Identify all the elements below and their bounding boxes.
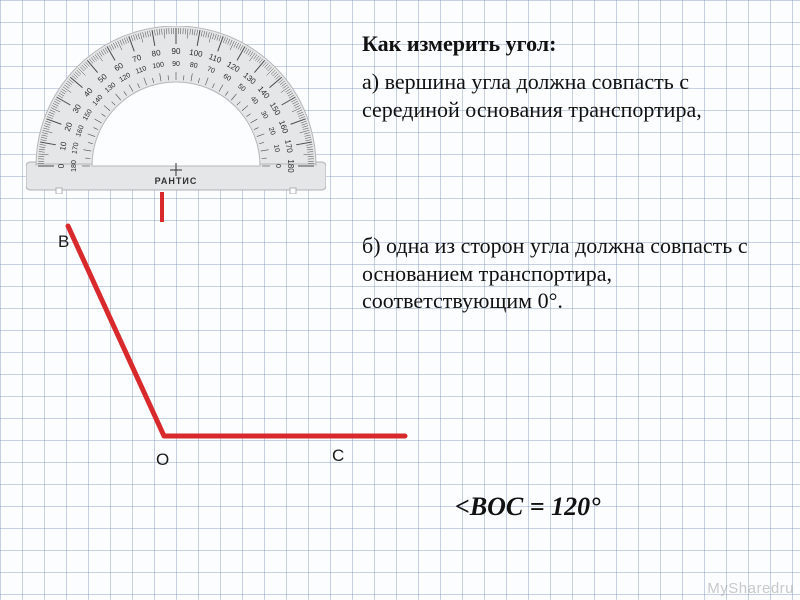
watermark: MySharedru — [707, 580, 794, 597]
svg-text:РАНТИС: РАНТИС — [155, 176, 198, 186]
protractor-alignment-tick — [160, 192, 164, 222]
instruction-step-a: а) вершина угла должна совпасть с середи… — [362, 68, 782, 123]
svg-text:80: 80 — [189, 62, 198, 70]
point-label-c: C — [332, 446, 344, 466]
point-label-b: B — [58, 232, 69, 252]
svg-text:0: 0 — [57, 163, 66, 168]
point-label-o: O — [156, 450, 169, 470]
svg-text:10: 10 — [272, 144, 280, 153]
instruction-step-b: б) одна из сторон угла должна совпасть с… — [362, 232, 782, 315]
svg-text:0: 0 — [274, 164, 281, 168]
angle-measurement-result: <BOC = 120° — [455, 492, 601, 522]
svg-text:90: 90 — [172, 47, 181, 56]
svg-text:90: 90 — [172, 61, 180, 68]
instruction-title: Как измерить угол: — [362, 30, 782, 58]
svg-text:180: 180 — [286, 159, 295, 173]
svg-text:180: 180 — [71, 160, 78, 172]
protractor: 0102030405060708090100110120130140150160… — [26, 26, 326, 194]
